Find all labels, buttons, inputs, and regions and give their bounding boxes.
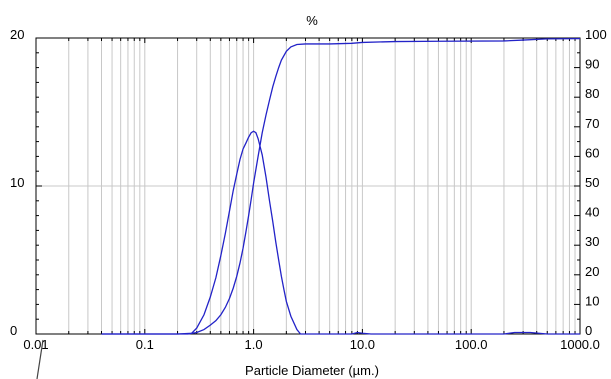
x-axis-title: Particle Diameter (µm.) xyxy=(245,363,379,378)
cumulative-curve xyxy=(101,37,581,335)
x-tick-label: 0.01 xyxy=(23,337,48,352)
label-layer: 0.01 0.1 1.0 10.0 100.0 1000.0010200102030405… xyxy=(10,27,607,352)
left-tick-label: 0 xyxy=(10,323,17,338)
x-tick-label: 0.1 xyxy=(136,337,154,352)
x-tick-label: 10.0 xyxy=(350,337,375,352)
right-tick-label: 60 xyxy=(585,145,599,160)
right-axis-title: % xyxy=(306,13,318,28)
right-tick-label: 70 xyxy=(585,116,599,131)
x-tick-label: 100.0 xyxy=(455,337,488,352)
right-tick-label: 90 xyxy=(585,57,599,72)
grid-layer xyxy=(36,38,580,334)
right-tick-label: 10 xyxy=(585,293,599,308)
distribution-curve xyxy=(101,130,580,335)
x-tick-label: 1000.0 xyxy=(560,337,600,352)
left-tick-label: 20 xyxy=(10,27,24,42)
left-tick-label: 10 xyxy=(10,175,24,190)
right-tick-label: 0 xyxy=(585,323,592,338)
series-layer xyxy=(101,37,581,335)
right-tick-label: 100 xyxy=(585,27,607,42)
right-tick-label: 80 xyxy=(585,86,599,101)
x-tick-label: 1.0 xyxy=(245,337,263,352)
right-tick-label: 30 xyxy=(585,234,599,249)
right-tick-label: 50 xyxy=(585,175,599,190)
right-tick-label: 20 xyxy=(585,264,599,279)
right-tick-label: 40 xyxy=(585,205,599,220)
cursor-marker xyxy=(36,339,44,379)
